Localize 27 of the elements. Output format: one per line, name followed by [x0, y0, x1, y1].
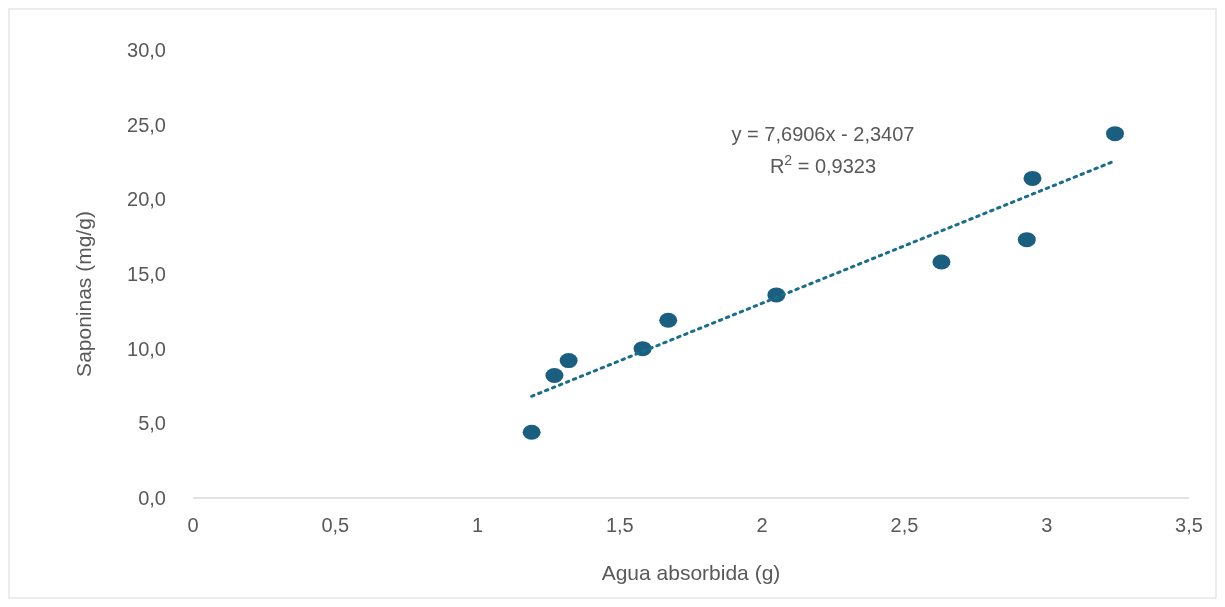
point — [522, 424, 541, 440]
x-tick-label: 0,5 — [321, 514, 350, 536]
point — [932, 254, 951, 270]
point — [659, 312, 678, 328]
point — [1023, 170, 1042, 186]
y-tick-label: 10,0 — [127, 337, 166, 360]
y-tick-label: 5,0 — [138, 412, 166, 435]
annotation: y = 7,6906x - 2,3407 — [731, 123, 915, 145]
y-tick-label: 25,0 — [127, 113, 166, 136]
x-tick-label: 1 — [472, 514, 484, 536]
x-tick-label: 0 — [187, 514, 199, 536]
y-tick-label: 15,0 — [127, 263, 166, 285]
y-tick-label: 0,0 — [138, 487, 166, 509]
x-tick-label: 3,5 — [1175, 514, 1203, 536]
x-tick-label: 3 — [1041, 514, 1053, 536]
x-tick-label: 1,5 — [605, 514, 634, 536]
y-tick-label: 20,0 — [127, 188, 166, 211]
x-axis-title: Agua absorbida (g) — [601, 561, 781, 584]
x-tick-label: 2 — [756, 514, 768, 536]
point — [1017, 232, 1036, 248]
x-tick-label: 2,5 — [890, 514, 919, 536]
y-tick-label: 30,0 — [127, 39, 166, 61]
point — [545, 368, 564, 384]
point — [559, 353, 578, 369]
annotation: R$^{2}$ = 0,9323 — [769, 152, 877, 177]
point — [1106, 126, 1125, 142]
y-axis-title: Saponinas (mg/g) — [72, 211, 95, 377]
